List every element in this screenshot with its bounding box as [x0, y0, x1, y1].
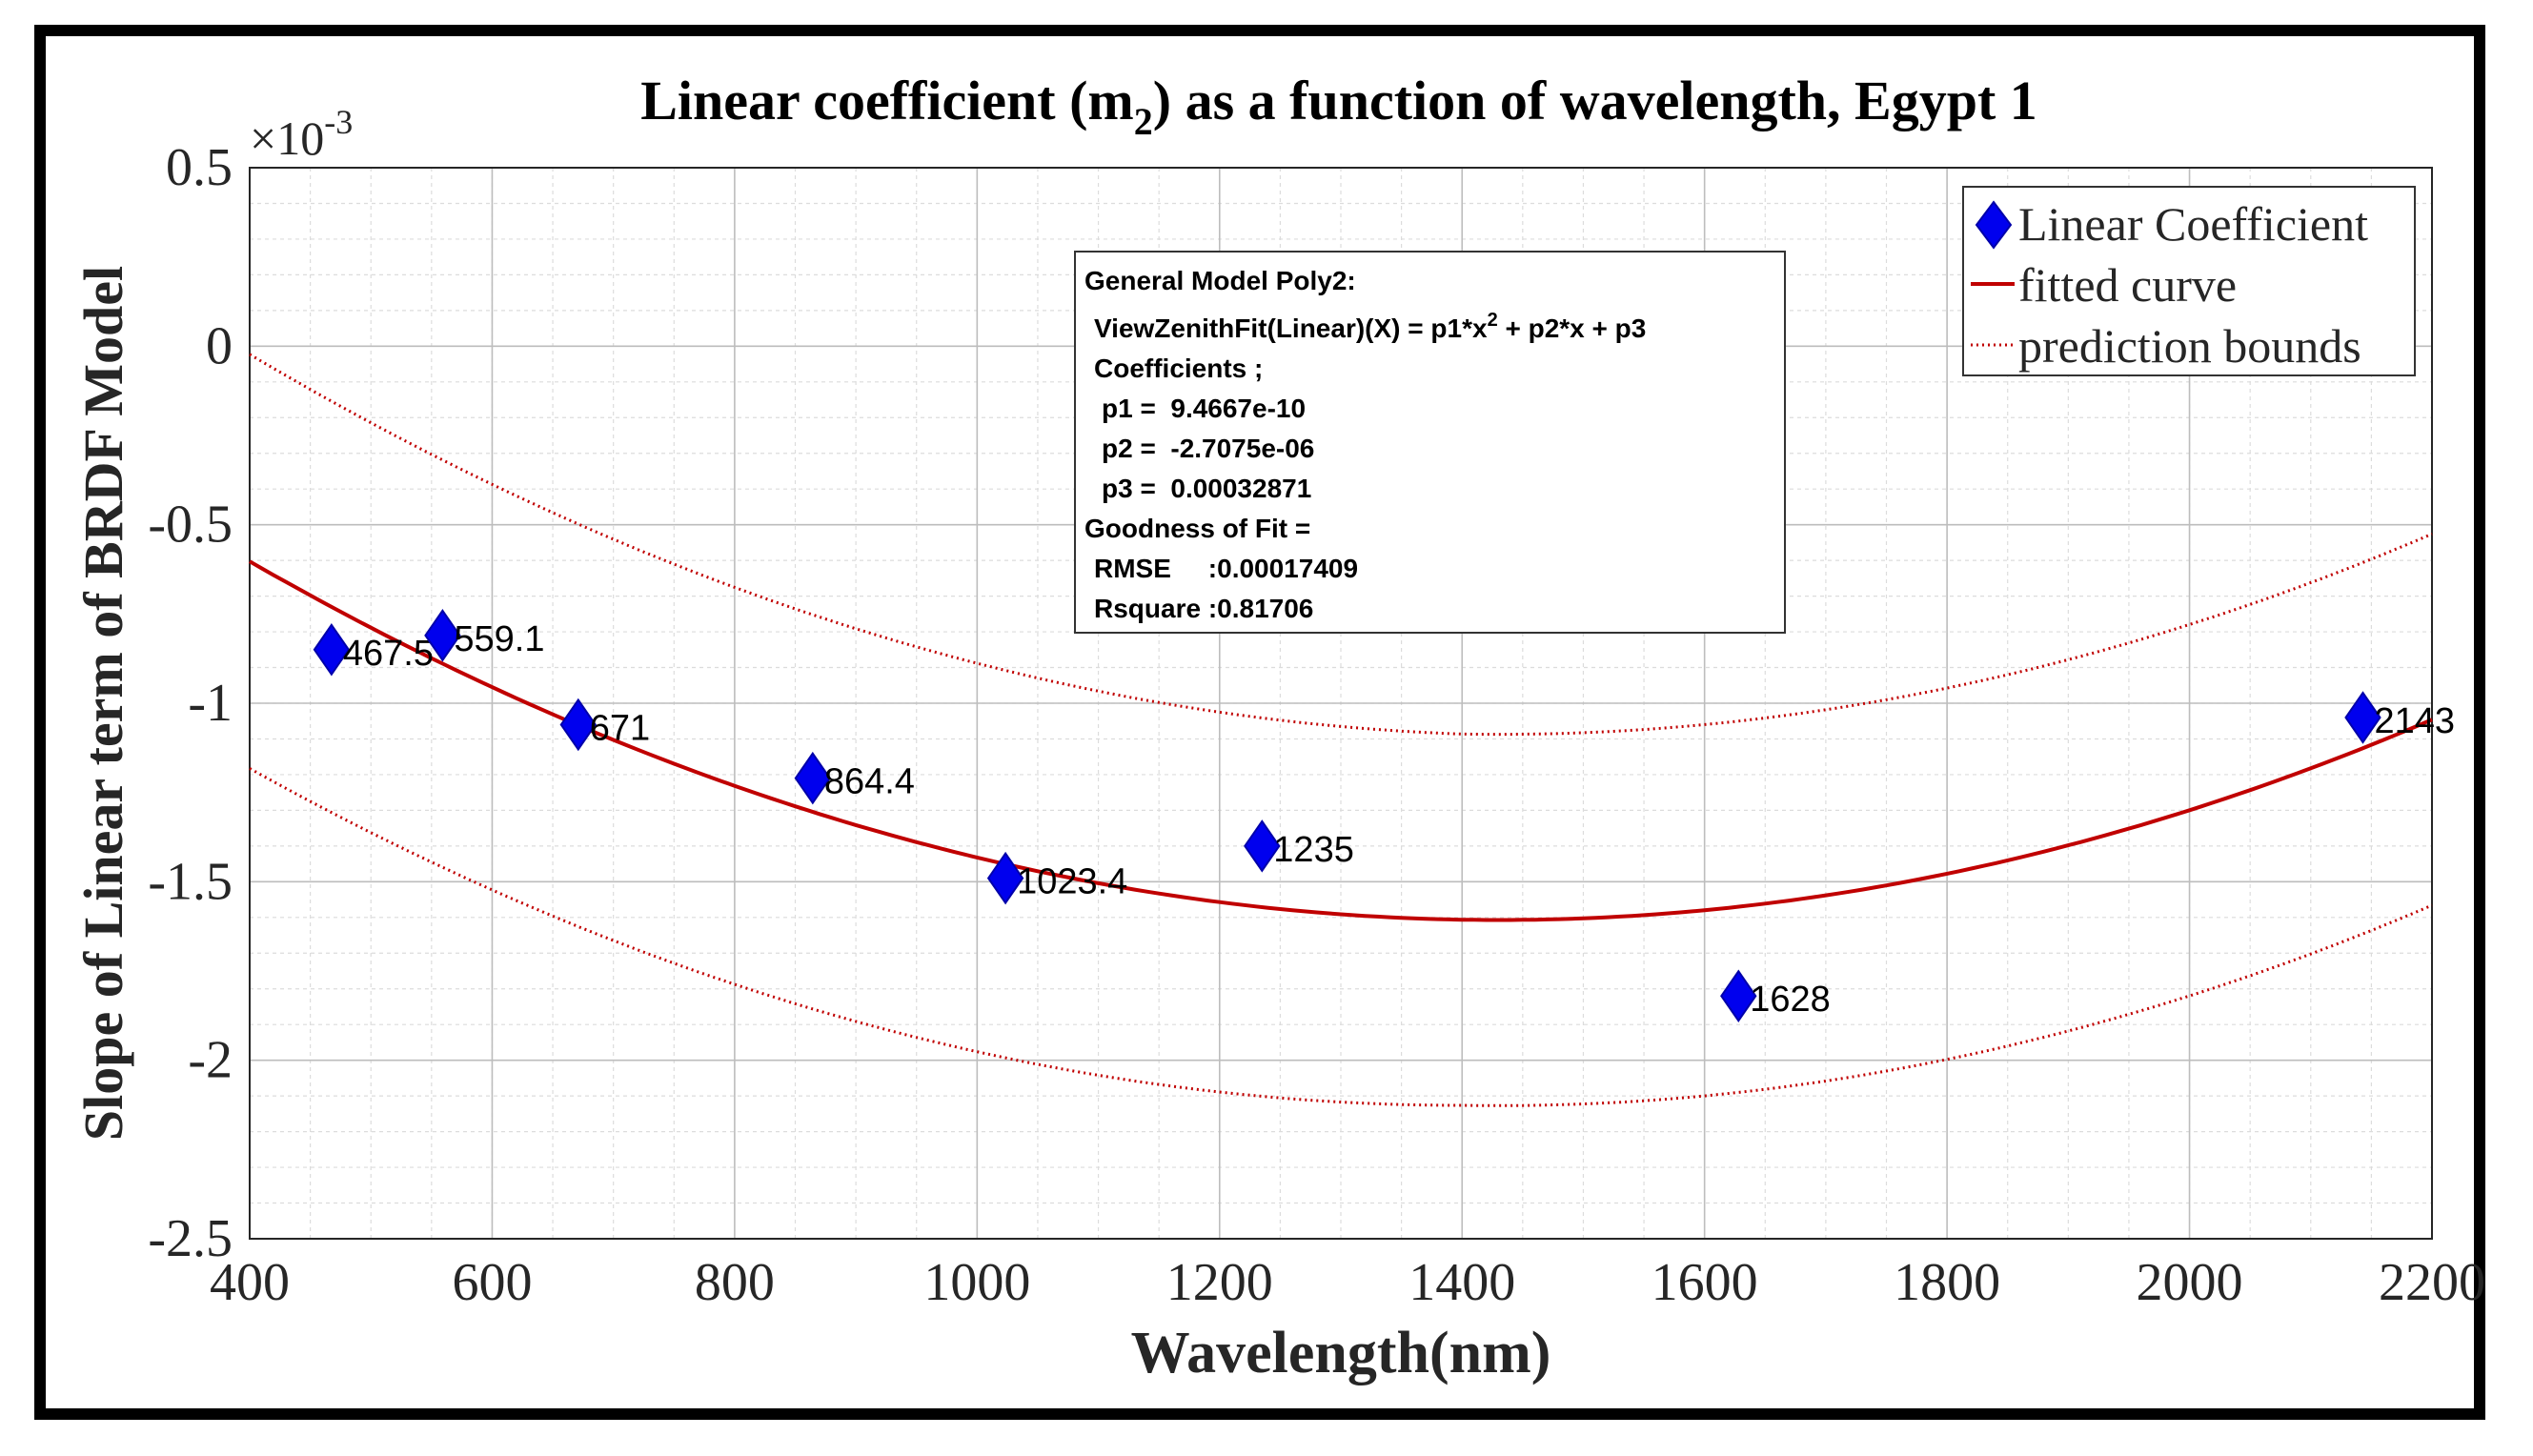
x-tick-label: 800 [695, 1253, 775, 1312]
annotation-line-equation: ViewZenithFit(Linear)(X) = p1*x2 + p2*x … [1094, 310, 1646, 343]
y-tick-label: -2.5 [148, 1209, 233, 1268]
legend: Linear Coefficient fitted curve predicti… [1962, 186, 2416, 376]
data-point-label: 1235 [1273, 830, 1354, 870]
y-tick-label: -1 [188, 674, 233, 733]
upper-prediction-bound [249, 353, 2433, 737]
legend-box [1962, 186, 2416, 376]
fitted-curve [249, 559, 2433, 922]
annotation-equation-part1: ViewZenithFit(Linear)(X) = p1*x [1094, 313, 1488, 343]
x-tick-label: 2000 [2137, 1253, 2243, 1312]
x-tick-label: 2200 [2379, 1253, 2485, 1312]
y-axis-label: Slope of Linear term of BRDF Model [72, 266, 134, 1141]
legend-label-prediction-bounds: prediction bounds [2018, 319, 2361, 373]
data-point-label: 671 [590, 708, 650, 748]
data-point-diamond [1720, 969, 1757, 1022]
data-point-diamond [424, 609, 461, 662]
x-tick-label: 400 [210, 1253, 290, 1312]
y-tick-label: -2 [188, 1031, 233, 1090]
annotation-line-p3: p3 = 0.00032871 [1102, 474, 1311, 503]
data-point-diamond [2344, 691, 2381, 744]
data-point-diamond [794, 751, 832, 805]
data-point-label: 467.5 [343, 634, 434, 674]
data-point-label: 2143 [2374, 701, 2455, 741]
data-point-label: 1628 [1750, 980, 1831, 1020]
x-axis-label: Wavelength(nm) [1131, 1321, 1551, 1385]
fit-annotation-background [1074, 251, 1786, 634]
data-point-diamond [559, 698, 597, 752]
annotation-equation-superscript: 2 [1488, 310, 1498, 331]
chart-title-subscript: 2 [1134, 100, 1153, 143]
annotation-line-p2: p2 = -2.7075e-06 [1102, 434, 1314, 463]
curves [249, 353, 2433, 1107]
y-tick-label: 0.5 [166, 138, 233, 197]
x-tick-label: 1200 [1166, 1253, 1273, 1312]
data-point-diamond [313, 623, 351, 677]
legend-diamond-marker [1975, 200, 2013, 250]
plot-area-border [249, 167, 2433, 1240]
y-exponent-power: -3 [324, 103, 353, 141]
data-points: 467.5 559.1 671 864.4 1023.4 1235 1628 2143 [313, 609, 2455, 1022]
data-point-diamond [986, 851, 1024, 905]
annotation-line-goodness: Goodness of Fit = [1084, 514, 1310, 543]
y-tick-label: 0 [206, 316, 233, 375]
y-exponent-base: ×10 [250, 111, 324, 165]
x-tick-label: 600 [452, 1253, 532, 1312]
annotation-line-rmse: RMSE :0.00017409 [1094, 554, 1358, 583]
chart-title-suffix: ) as a function of wavelength, Egypt 1 [1153, 70, 2037, 131]
y-exponent-label: ×10-3 [250, 103, 353, 165]
data-point-diamond [1244, 819, 1281, 873]
x-tick-label: 1600 [1652, 1253, 1758, 1312]
fit-annotation-box: General Model Poly2: ViewZenithFit(Linea… [1074, 251, 1786, 634]
y-tick-label: -0.5 [148, 495, 233, 555]
x-tick-label: 1400 [1408, 1253, 1515, 1312]
chart-title: Linear coefficient (m2) as a function of… [640, 70, 2037, 143]
x-tick-label: 1000 [923, 1253, 1030, 1312]
data-point-label: 864.4 [824, 762, 915, 802]
chart-title-prefix: Linear coefficient (m [640, 70, 1134, 131]
x-tick-label: 1800 [1894, 1253, 2000, 1312]
annotation-equation-part2: + p2*x + p3 [1498, 313, 1647, 343]
lower-prediction-bound [249, 767, 2433, 1107]
data-point-label: 559.1 [454, 619, 544, 659]
tick-labels: 400 600 800 1000 1200 1400 1600 1800 2000 2200 0.5… [148, 138, 2485, 1312]
annotation-line-p1: p1 = 9.4667e-10 [1102, 394, 1306, 423]
annotation-line-model: General Model Poly2: [1084, 266, 1356, 295]
legend-label-fitted-curve: fitted curve [2018, 258, 2237, 312]
annotation-line-coefficients: Coefficients ; [1094, 354, 1263, 383]
data-point-label: 1023.4 [1017, 862, 1127, 902]
annotation-line-rsquare: Rsquare :0.81706 [1094, 594, 1313, 623]
y-tick-label: -1.5 [148, 852, 233, 911]
legend-label-linear-coefficient: Linear Coefficient [2018, 197, 2368, 251]
